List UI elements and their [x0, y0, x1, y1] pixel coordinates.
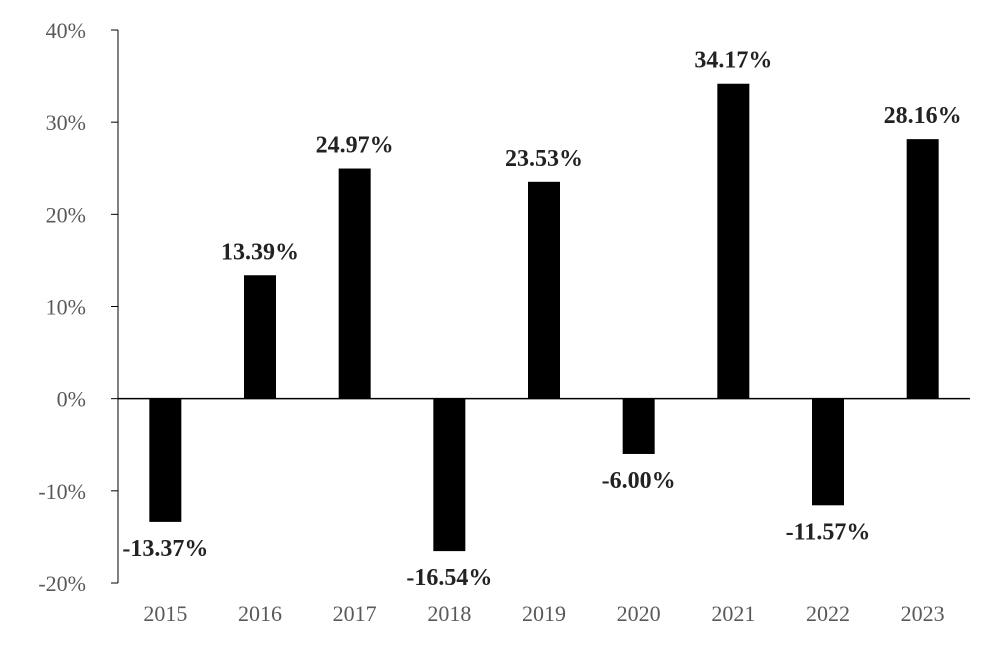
bar-2017 [338, 168, 371, 399]
y-tick-label: 20% [46, 202, 86, 227]
bar-series [149, 83, 939, 552]
y-tick-label: 30% [46, 110, 86, 135]
y-tick-label: 40% [46, 18, 86, 43]
x-tick-label: 2018 [427, 601, 471, 626]
data-label-2019: 23.53% [505, 146, 583, 172]
y-tick-label: -20% [38, 571, 86, 596]
x-tick-label: 2017 [333, 601, 377, 626]
x-tick-label: 2016 [238, 601, 282, 626]
data-label-2016: 13.39% [221, 239, 299, 265]
bar-2015 [149, 398, 182, 522]
x-tick-label: 2021 [711, 601, 755, 626]
data-label-2023: 28.16% [884, 103, 962, 129]
bar-2016 [244, 275, 276, 399]
data-label-2022: -11.57% [786, 519, 871, 545]
bar-2023 [906, 139, 939, 399]
bar-2021 [717, 83, 750, 399]
data-label-2021: 34.17% [694, 48, 772, 74]
x-axis-ticks: 2015 2016 2017 2018 2019 2020 2021 2022 2023 [143, 601, 944, 626]
x-tick-label: 2020 [617, 601, 661, 626]
x-tick-label: 2022 [806, 601, 850, 626]
data-label-2015: -13.37% [122, 536, 208, 562]
x-tick-label: 2023 [901, 601, 945, 626]
data-label-2020: -6.00% [602, 468, 676, 494]
bar-2018 [433, 398, 466, 552]
data-labels: -13.37% 13.39% 24.97% -16.54% 23.53% -6.00% 34… [122, 48, 961, 591]
y-tick-label: 10% [46, 295, 86, 320]
bar-2022 [812, 398, 844, 506]
x-tick-label: 2015 [143, 601, 187, 626]
x-tick-label: 2019 [522, 601, 566, 626]
bar-2019 [528, 181, 560, 399]
data-label-2017: 24.97% [316, 133, 394, 159]
bar-2020 [622, 398, 655, 454]
data-label-2018: -16.54% [406, 565, 492, 591]
y-tick-label: -10% [38, 479, 86, 504]
y-tick-label: 0% [57, 387, 86, 412]
y-axis-ticks: 40% 30% 20% 10% 0% -10% -20% [38, 18, 118, 596]
